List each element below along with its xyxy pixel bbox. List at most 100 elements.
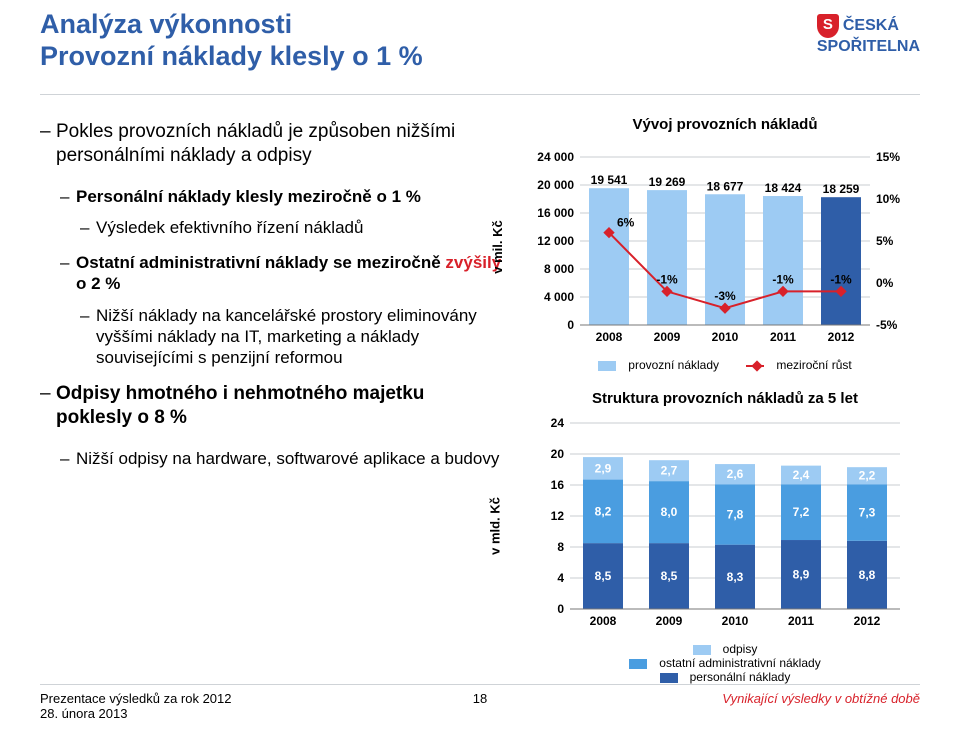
bullet-1b-pre: Ostatní administrativní náklady se mezir… [76, 253, 445, 272]
footer-left2: 28. února 2013 [40, 706, 127, 721]
svg-text:8,3: 8,3 [727, 570, 744, 584]
chart1-title: Vývoj provozních nákladů [530, 116, 920, 133]
svg-text:19 269: 19 269 [649, 175, 686, 189]
svg-text:15%: 15% [876, 150, 900, 164]
svg-text:12 000: 12 000 [537, 234, 574, 248]
shield-icon [817, 14, 839, 38]
header-title-block: Analýza výkonnosti Provozní náklady kles… [40, 8, 423, 73]
svg-text:20 000: 20 000 [537, 178, 574, 192]
svg-text:19 541: 19 541 [591, 173, 628, 187]
svg-text:18 259: 18 259 [823, 182, 860, 196]
svg-text:6%: 6% [617, 216, 635, 230]
footer: Prezentace výsledků za rok 2012 28. únor… [40, 684, 920, 721]
svg-text:7,2: 7,2 [793, 505, 810, 519]
footer-right: Vynikající výsledky v obtížné době [722, 691, 920, 706]
svg-text:0: 0 [567, 318, 574, 332]
header-rule [40, 94, 920, 95]
bullet-1b: Ostatní administrativní náklady se mezir… [60, 252, 505, 295]
footer-left1: Prezentace výsledků za rok 2012 [40, 691, 232, 706]
bullet-1a-text: Personální náklady klesly meziročně o 1 … [76, 187, 421, 206]
logo-line2: SPOŘITELNA [817, 38, 920, 56]
chart1-legend: provozní náklady meziroční růst [530, 358, 920, 372]
svg-text:2,4: 2,4 [793, 468, 810, 482]
legend-bars-swatch [598, 361, 616, 371]
svg-text:8,5: 8,5 [595, 569, 612, 583]
bullet-1a: Personální náklady klesly meziročně o 1 … [60, 186, 505, 207]
brand-logo: ČESKÁ SPOŘITELNA [817, 14, 920, 56]
footer-page-number: 18 [473, 691, 487, 706]
legend-admin-label: ostatní administrativní náklady [659, 656, 820, 670]
legend-odpisy-swatch [693, 645, 711, 655]
page-title: Analýza výkonnosti [40, 8, 423, 40]
svg-text:2,9: 2,9 [595, 461, 612, 475]
svg-text:2012: 2012 [828, 330, 855, 344]
chart1-svg: 0 4 000 8 000 12 000 16 000 20 000 24 000 -5% 0%… [530, 139, 910, 349]
legend-odpisy-label: odpisy [723, 642, 758, 656]
legend-bars-label: provozní náklady [628, 358, 719, 372]
svg-text:-5%: -5% [876, 318, 898, 332]
bullet-2a: Nižší odpisy na hardware, softwarové apl… [60, 448, 505, 469]
svg-text:2008: 2008 [590, 614, 617, 628]
svg-text:8,0: 8,0 [661, 505, 678, 519]
chart2-svg: 0 4 8 12 16 20 24 8,5 8,2 2,9 2008 8,5 8,0 2,7 2009 8,3… [530, 413, 910, 633]
bullet-1: Pokles provozních nákladů je způsoben ni… [40, 120, 505, 168]
svg-text:20: 20 [551, 447, 565, 461]
svg-text:16: 16 [551, 478, 565, 492]
charts-region: Vývoj provozních nákladů v mil. Kč 04 00… [530, 116, 920, 684]
chart2-legend: odpisy ostatní administrativní náklady p… [530, 642, 920, 684]
svg-text:2011: 2011 [788, 614, 814, 628]
svg-text:2008: 2008 [596, 330, 623, 344]
legend-pers-swatch [660, 673, 678, 683]
bullet-list: Pokles provozních nákladů je způsoben ni… [40, 120, 505, 483]
svg-text:2009: 2009 [656, 614, 683, 628]
chart2-title: Struktura provozních nákladů za 5 let [530, 390, 920, 407]
svg-text:-3%: -3% [714, 289, 736, 303]
svg-text:2,7: 2,7 [661, 464, 678, 478]
svg-text:18 424: 18 424 [765, 181, 802, 195]
svg-text:2012: 2012 [854, 614, 881, 628]
svg-text:4: 4 [557, 571, 564, 585]
svg-text:18 677: 18 677 [707, 179, 744, 193]
chart1-ylabel: v mil. Kč [490, 220, 505, 273]
legend-line-swatch [746, 365, 764, 367]
svg-text:2010: 2010 [712, 330, 739, 344]
svg-text:2009: 2009 [654, 330, 681, 344]
bullet-2-text: Odpisy hmotného i nehmotného majetku pok… [56, 383, 424, 428]
svg-text:8,2: 8,2 [595, 504, 612, 518]
bullet-1b-post: o 2 % [76, 274, 120, 293]
bullet-1a-i: Výsledek efektivního řízení nákladů [80, 217, 505, 238]
svg-text:24 000: 24 000 [537, 150, 574, 164]
svg-text:8 000: 8 000 [544, 262, 574, 276]
logo-line1: ČESKÁ [843, 17, 899, 35]
svg-text:12: 12 [551, 509, 565, 523]
legend-line-label: meziroční růst [776, 358, 851, 372]
svg-text:0%: 0% [876, 276, 894, 290]
chart1-wrap: v mil. Kč 04 0008 00012 00016 00020 0002… [530, 139, 920, 354]
svg-text:2011: 2011 [770, 330, 796, 344]
svg-text:16 000: 16 000 [537, 206, 574, 220]
legend-pers-label: personální náklady [690, 670, 791, 684]
svg-text:4 000: 4 000 [544, 290, 574, 304]
chart2-wrap: v mld. Kč 048121620248,58,22,920088,58,0… [530, 413, 920, 638]
svg-text:8,8: 8,8 [859, 568, 876, 582]
svg-text:7,3: 7,3 [859, 506, 876, 520]
svg-text:2010: 2010 [722, 614, 749, 628]
chart2-ylabel: v mld. Kč [488, 497, 503, 555]
svg-text:-1%: -1% [830, 272, 852, 286]
svg-text:24: 24 [551, 416, 565, 430]
svg-text:10%: 10% [876, 192, 900, 206]
svg-text:2,2: 2,2 [859, 469, 876, 483]
svg-text:8,5: 8,5 [661, 569, 678, 583]
svg-text:7,8: 7,8 [727, 507, 744, 521]
footer-left: Prezentace výsledků za rok 2012 28. únor… [40, 691, 232, 721]
svg-text:-1%: -1% [656, 272, 678, 286]
svg-text:8: 8 [557, 540, 564, 554]
page-subtitle: Provozní náklady klesly o 1 % [40, 40, 423, 72]
bullet-1b-i: Nižší náklady na kancelářské prostory el… [80, 305, 505, 369]
legend-admin-swatch [629, 659, 647, 669]
svg-text:5%: 5% [876, 234, 894, 248]
svg-text:0: 0 [557, 602, 564, 616]
bullet-2: Odpisy hmotného i nehmotného majetku pok… [40, 382, 505, 430]
svg-text:-1%: -1% [772, 272, 794, 286]
svg-text:2,6: 2,6 [727, 467, 744, 481]
